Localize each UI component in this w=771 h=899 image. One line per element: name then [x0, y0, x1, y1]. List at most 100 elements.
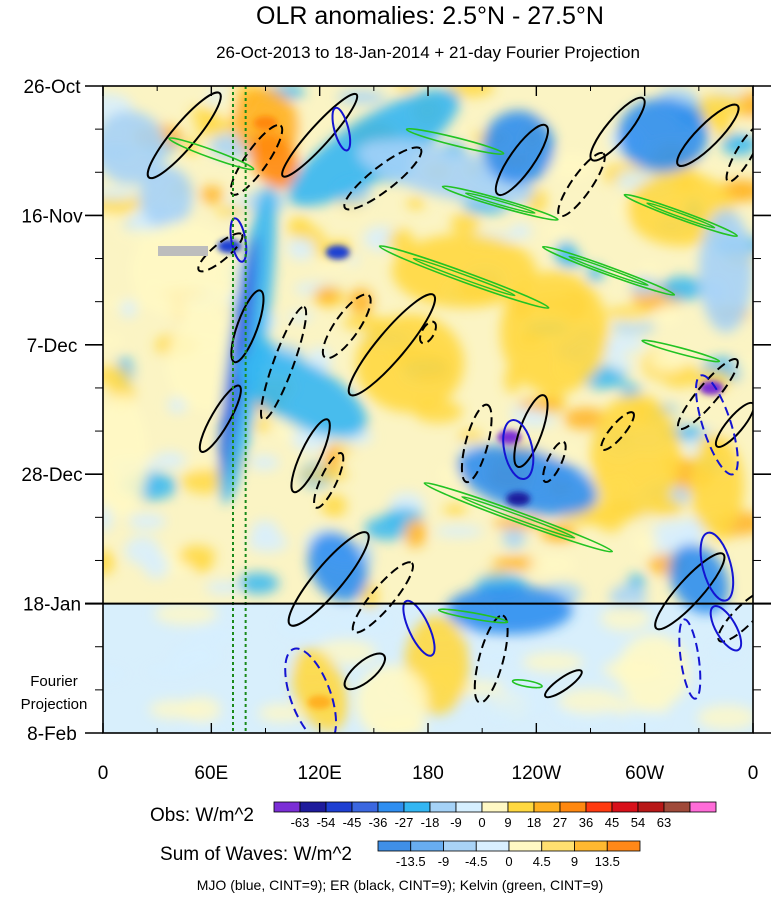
- colorbar-box: [689, 801, 717, 813]
- colorbar-box: [377, 840, 412, 852]
- colorbar-box: [273, 801, 301, 813]
- shading-region: [291, 648, 348, 732]
- shading-region: [358, 139, 534, 205]
- shading-patch: [698, 92, 745, 120]
- mjo-contour-positive: [331, 106, 352, 152]
- shading-patch: [517, 399, 565, 411]
- colorbar-box: [541, 840, 575, 852]
- waves-colorbar-label: Sum of Waves: W/m^2: [160, 844, 352, 865]
- convective-minimum: [325, 245, 350, 260]
- colorbar-level-label: -27: [395, 815, 414, 830]
- shading-region: [668, 544, 729, 614]
- shading-patch: [237, 572, 280, 594]
- kelvin-contour-positive: [623, 193, 738, 238]
- colorbar-box: [403, 801, 431, 813]
- chart-title: OLR anomalies: 2.5°N - 27.5°N: [256, 2, 604, 30]
- shading-patch: [337, 90, 386, 104]
- missing-data-patch: [158, 246, 208, 256]
- shading-patch: [450, 213, 480, 235]
- mjo-contour-negative: [678, 618, 702, 700]
- shading-patch: [249, 455, 280, 470]
- er-contour-negative: [473, 614, 509, 704]
- mjo-contour-negative: [695, 374, 739, 476]
- colorbar-level-label: 54: [631, 815, 645, 830]
- shading-patch: [103, 332, 125, 349]
- shading-patch: [529, 554, 577, 575]
- shading-patch: [313, 258, 353, 271]
- shading-patch: [103, 187, 138, 200]
- colorbar-box: [533, 801, 561, 813]
- shading-region: [139, 166, 194, 228]
- shading-patch: [154, 451, 186, 469]
- kelvin-contour-positive: [641, 339, 721, 363]
- mjo-contour-positive: [709, 605, 743, 652]
- convective-minimum: [699, 380, 724, 395]
- colorbar-box: [410, 840, 444, 852]
- x-tick-label: 180: [412, 763, 444, 784]
- colorbar-box: [507, 801, 535, 813]
- er-contour-positive: [290, 418, 331, 494]
- er-contour-positive: [589, 96, 646, 162]
- shading-patch: [247, 532, 288, 553]
- kelvin-contour-inner: [461, 496, 576, 539]
- x-tick-label: 0: [98, 763, 109, 784]
- kelvin-contour-inner: [464, 192, 536, 214]
- kelvin-contour-positive: [378, 245, 550, 309]
- shading-patch: [154, 602, 218, 626]
- er-contour-positive: [544, 669, 583, 699]
- shading-patch: [252, 419, 273, 431]
- colorbar-level-label: 9: [504, 815, 511, 830]
- shading-patch: [167, 397, 188, 414]
- y-tick-label: 16-Nov: [21, 206, 83, 227]
- colorbar-level-label: 27: [553, 815, 567, 830]
- shading-patch: [180, 468, 231, 494]
- shading-patch: [657, 303, 681, 327]
- wave-contours: [146, 91, 753, 733]
- shading-patch: [182, 696, 222, 723]
- er-contour-positive: [343, 652, 387, 691]
- er-contour-negative: [600, 411, 635, 451]
- shading-region: [689, 437, 744, 536]
- x-tick-label: 60W: [625, 763, 664, 784]
- colorbar-level-label: 0: [478, 815, 485, 830]
- er-contour-negative: [542, 440, 567, 484]
- colorbar-box: [611, 801, 639, 813]
- shading-patch: [492, 698, 548, 714]
- er-contour-negative: [460, 403, 493, 484]
- er-contour-positive: [281, 92, 359, 178]
- er-contour-negative: [321, 293, 372, 360]
- shading-patch: [143, 552, 170, 579]
- shading-patch: [697, 704, 753, 731]
- colorbar-box: [481, 801, 509, 813]
- shading-patch: [145, 664, 195, 679]
- shading-patch: [600, 605, 651, 632]
- er-contour-positive: [494, 123, 549, 197]
- shading-patch: [404, 518, 427, 548]
- suppressed-maximum: [253, 115, 278, 130]
- colorbar-level-label: 36: [579, 815, 593, 830]
- obs-colorbar-label: Obs: W/m^2: [150, 805, 254, 826]
- shading-patch: [638, 261, 661, 277]
- waves-colorbar: -13.5 -9 -4.5 0 4.5 9 13.5: [377, 840, 641, 869]
- shading-patch: [735, 119, 753, 130]
- er-contour-negative: [259, 305, 308, 421]
- er-contour-negative: [197, 232, 244, 273]
- shading-region: [307, 531, 368, 602]
- shading-patch: [492, 556, 542, 571]
- colorbar-box: [443, 840, 477, 852]
- x-tick-label: 120W: [512, 763, 562, 784]
- shading-patch: [178, 545, 216, 566]
- shading-patch: [733, 356, 753, 377]
- shading-region: [355, 313, 465, 413]
- x-tick-label: 0: [748, 763, 759, 784]
- convective-minimum: [506, 491, 531, 506]
- shading-region: [482, 110, 555, 185]
- er-contour-positive: [287, 531, 370, 627]
- shading-patch: [648, 349, 687, 373]
- shading-patch: [721, 132, 753, 156]
- shading-patch: [443, 504, 467, 516]
- colorbar-level-label: -9: [438, 854, 450, 869]
- shading-patch: [458, 430, 483, 445]
- colorbar-box: [637, 801, 665, 813]
